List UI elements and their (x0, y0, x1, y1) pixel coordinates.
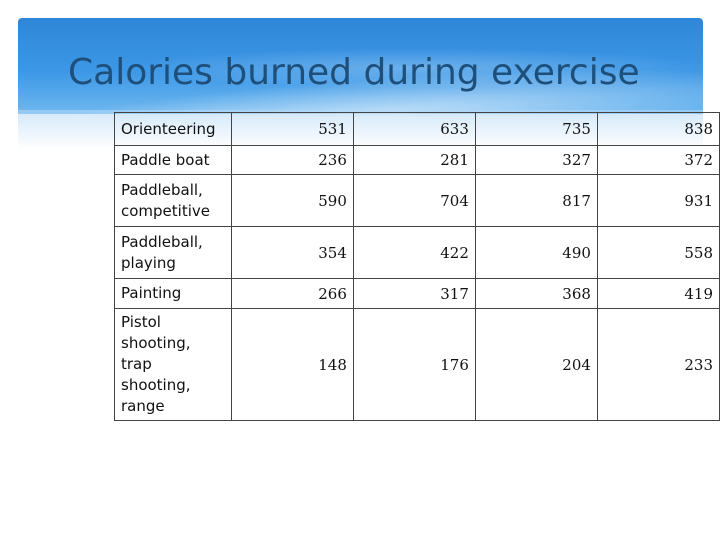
activity-cell: Paddleball, competitive (114, 174, 232, 227)
value-cell: 531 (230, 112, 354, 146)
value-cell: 327 (474, 145, 598, 175)
value-cell: 266 (230, 278, 354, 309)
title-banner (18, 18, 703, 114)
value-cell: 317 (352, 278, 476, 309)
value-cell: 204 (474, 308, 598, 421)
banner-highlight-secondary (118, 48, 703, 88)
table-row: Paddleball, playing 354 422 490 558 (114, 226, 720, 279)
value-cell: 236 (230, 145, 354, 175)
value-cell: 931 (596, 174, 720, 227)
value-cell: 590 (230, 174, 354, 227)
value-cell: 735 (474, 112, 598, 146)
table-row: Orienteering 531 633 735 838 (114, 112, 720, 146)
activity-cell: Orienteering (114, 112, 232, 146)
value-cell: 558 (596, 226, 720, 279)
value-cell: 354 (230, 226, 354, 279)
value-cell: 233 (596, 308, 720, 421)
table-row: Paddle boat 236 281 327 372 (114, 145, 720, 175)
value-cell: 176 (352, 308, 476, 421)
value-cell: 281 (352, 145, 476, 175)
activity-cell: Paddleball, playing (114, 226, 232, 279)
activity-cell: Paddle boat (114, 145, 232, 175)
value-cell: 490 (474, 226, 598, 279)
value-cell: 817 (474, 174, 598, 227)
value-cell: 422 (352, 226, 476, 279)
value-cell: 704 (352, 174, 476, 227)
value-cell: 148 (230, 308, 354, 421)
activity-cell: Painting (114, 278, 232, 309)
slide-title: Calories burned during exercise (68, 52, 640, 93)
calories-table: Orienteering 531 633 735 838 Paddle boat… (114, 112, 720, 421)
value-cell: 838 (596, 112, 720, 146)
table-row: Pistol shooting, trap shooting, range 14… (114, 308, 720, 421)
table-row: Paddleball, competitive 590 704 817 931 (114, 174, 720, 227)
table-row: Painting 266 317 368 419 (114, 278, 720, 309)
value-cell: 372 (596, 145, 720, 175)
value-cell: 419 (596, 278, 720, 309)
activity-cell: Pistol shooting, trap shooting, range (114, 308, 232, 421)
value-cell: 633 (352, 112, 476, 146)
value-cell: 368 (474, 278, 598, 309)
